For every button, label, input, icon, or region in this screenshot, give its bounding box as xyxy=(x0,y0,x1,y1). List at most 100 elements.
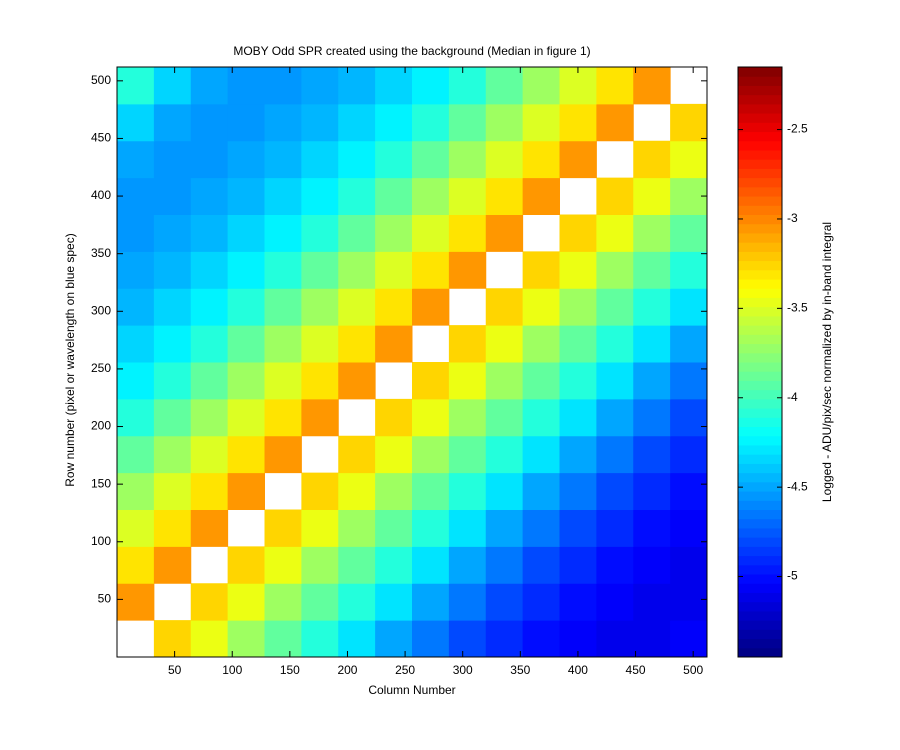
colorbar-step xyxy=(738,647,782,658)
colorbar-step xyxy=(738,67,782,77)
heatmap-cell xyxy=(412,435,450,474)
colorbar-tick-label: -4.5 xyxy=(787,479,808,493)
heatmap-cell xyxy=(412,67,450,105)
heatmap-cell xyxy=(412,546,450,584)
heatmap-cell xyxy=(448,140,487,179)
heatmap-cell xyxy=(153,67,192,105)
heatmap-cell xyxy=(485,509,524,547)
colorbar-step xyxy=(738,398,782,409)
heatmap-cell xyxy=(485,214,524,252)
heatmap-cell xyxy=(264,398,302,437)
heatmap-cell xyxy=(670,398,708,437)
heatmap-cell xyxy=(190,509,229,547)
heatmap-cell xyxy=(633,435,671,474)
heatmap-cell xyxy=(522,177,560,215)
heatmap-cell xyxy=(596,472,634,510)
heatmap-cell xyxy=(448,177,487,215)
heatmap-cell xyxy=(264,583,302,621)
heatmap-cell xyxy=(375,472,413,510)
colorbar-step xyxy=(738,196,782,206)
colorbar-step xyxy=(738,389,782,400)
heatmap-cell xyxy=(596,362,634,400)
heatmap-cell xyxy=(338,251,376,289)
heatmap-cell xyxy=(153,398,192,437)
colorbar-step xyxy=(738,343,782,354)
heatmap-cell xyxy=(375,583,413,621)
heatmap-cell xyxy=(190,398,229,437)
heatmap-cell xyxy=(264,214,302,252)
heatmap-cell xyxy=(559,509,597,547)
heatmap-cell xyxy=(153,288,192,326)
heatmap-cell xyxy=(153,509,192,547)
colorbar-step xyxy=(738,491,782,501)
heatmap-cell xyxy=(596,435,634,474)
heatmap-cell xyxy=(264,509,302,547)
heatmap-cell xyxy=(670,362,708,400)
heatmap-cell xyxy=(485,472,524,510)
heatmap-cell xyxy=(522,288,560,326)
colorbar-step xyxy=(738,279,782,289)
heatmap-cell xyxy=(596,509,634,547)
heatmap-cell xyxy=(448,546,487,584)
colorbar-step xyxy=(738,481,782,492)
heatmap-cell xyxy=(633,362,671,400)
heatmap-cell xyxy=(264,67,302,105)
heatmap-cell xyxy=(117,509,155,547)
heatmap-cell xyxy=(190,177,229,215)
heatmap-cell xyxy=(338,103,376,142)
heatmap-cell xyxy=(633,325,671,363)
heatmap-cell xyxy=(153,103,192,142)
heatmap-cell xyxy=(633,620,671,658)
heatmap-cell xyxy=(153,140,192,179)
heatmap-cell xyxy=(375,509,413,547)
heatmap-cell xyxy=(448,103,487,142)
colorbar-step xyxy=(738,610,782,621)
heatmap-cell xyxy=(117,67,155,105)
heatmap-cell xyxy=(522,398,560,437)
heatmap-cell xyxy=(338,214,376,252)
heatmap-cell xyxy=(375,546,413,584)
x-tick-label: 50 xyxy=(168,663,182,677)
heatmap-cell xyxy=(338,546,376,584)
heatmap-cell xyxy=(301,251,339,289)
heatmap-cell xyxy=(301,583,339,621)
heatmap-cell xyxy=(559,214,597,252)
heatmap-cell xyxy=(264,620,302,658)
heatmap-cell xyxy=(485,67,524,105)
heatmap-cell xyxy=(448,472,487,510)
heatmap-cell xyxy=(117,472,155,510)
heatmap-cell xyxy=(485,546,524,584)
colorbar-step xyxy=(738,140,782,151)
heatmap-cell xyxy=(338,362,376,400)
x-tick-label: 250 xyxy=(395,663,415,677)
heatmap-cell xyxy=(485,620,524,658)
x-tick-label: 450 xyxy=(626,663,646,677)
colorbar-step xyxy=(738,232,782,243)
colorbar-step xyxy=(738,444,782,455)
heatmap-cell xyxy=(522,67,560,105)
heatmap-cell xyxy=(412,177,450,215)
colorbar-tick-label: -3 xyxy=(787,211,798,225)
heatmap-cell xyxy=(412,509,450,547)
heatmap-cell xyxy=(117,177,155,215)
colorbar-step xyxy=(738,518,782,529)
colorbar-step xyxy=(738,159,782,169)
heatmap-cell xyxy=(153,214,192,252)
colorbar-step xyxy=(738,426,782,437)
heatmap-cell xyxy=(153,362,192,400)
colorbar-step xyxy=(738,417,782,428)
heatmap-cell xyxy=(227,251,265,289)
heatmap-cell xyxy=(596,398,634,437)
heatmap-cell xyxy=(153,620,192,658)
heatmap-cell xyxy=(338,288,376,326)
colorbar-step xyxy=(738,362,782,372)
heatmap-cell xyxy=(153,435,192,474)
heatmap-cell xyxy=(375,103,413,142)
heatmap-cell xyxy=(448,620,487,658)
x-axis-label: Column Number xyxy=(368,683,455,697)
y-tick-label: 250 xyxy=(91,361,111,375)
colorbar-step xyxy=(738,168,782,179)
heatmap-cell xyxy=(375,140,413,179)
heatmap-cell xyxy=(117,214,155,252)
heatmap-cell xyxy=(670,620,708,658)
